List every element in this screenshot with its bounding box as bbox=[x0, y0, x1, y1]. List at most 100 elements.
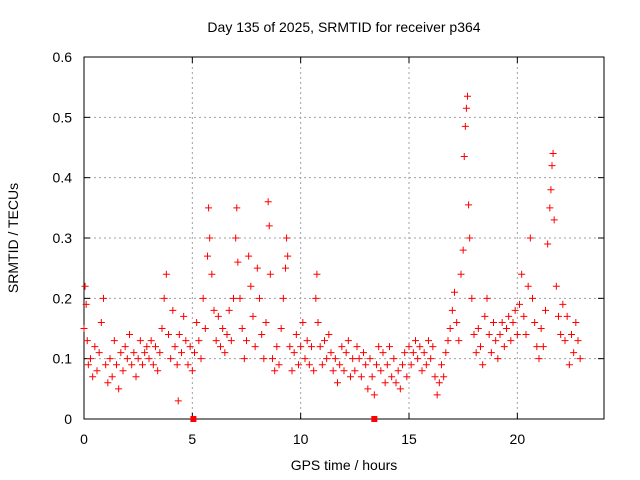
data-point bbox=[531, 318, 539, 326]
data-point bbox=[206, 234, 214, 242]
data-point bbox=[383, 361, 391, 369]
data-point bbox=[136, 337, 144, 345]
chart-title: Day 135 of 2025, SRMTID for receiver p36… bbox=[207, 19, 480, 35]
data-point bbox=[442, 349, 450, 357]
data-point bbox=[271, 367, 279, 375]
data-point bbox=[364, 385, 372, 393]
x-tick-label: 0 bbox=[80, 431, 88, 447]
data-point bbox=[576, 355, 584, 363]
data-point bbox=[470, 331, 478, 339]
y-tick-label: 0.4 bbox=[53, 170, 73, 186]
data-point bbox=[191, 349, 198, 357]
data-point bbox=[435, 379, 443, 387]
data-point bbox=[509, 318, 517, 326]
data-point bbox=[496, 331, 504, 339]
data-point bbox=[349, 355, 357, 363]
data-point bbox=[273, 343, 281, 351]
data-point bbox=[518, 270, 526, 278]
data-point bbox=[513, 331, 521, 339]
data-point bbox=[412, 337, 419, 345]
data-point bbox=[134, 355, 142, 363]
data-point bbox=[370, 391, 378, 399]
data-point bbox=[353, 343, 361, 351]
data-point bbox=[559, 300, 567, 308]
data-point bbox=[84, 361, 92, 369]
data-point bbox=[245, 252, 253, 260]
data-point bbox=[214, 312, 222, 320]
data-point bbox=[429, 343, 437, 351]
data-point bbox=[552, 282, 560, 290]
data-point bbox=[362, 361, 370, 369]
data-point bbox=[82, 300, 90, 308]
data-point bbox=[266, 270, 274, 278]
x-tick-label: 20 bbox=[510, 431, 526, 447]
data-point bbox=[308, 343, 315, 351]
y-tick-label: 0 bbox=[64, 411, 72, 427]
data-point bbox=[399, 361, 406, 369]
data-point bbox=[568, 331, 575, 339]
data-point bbox=[305, 361, 313, 369]
data-point bbox=[91, 343, 99, 351]
data-point bbox=[529, 294, 536, 302]
data-point bbox=[256, 294, 263, 302]
data-point bbox=[260, 355, 268, 363]
data-point bbox=[462, 104, 470, 112]
x-tick-label: 5 bbox=[188, 431, 196, 447]
data-point bbox=[171, 343, 179, 351]
data-point bbox=[511, 306, 519, 314]
data-point bbox=[325, 331, 333, 339]
data-point bbox=[145, 355, 153, 363]
data-point bbox=[143, 343, 151, 351]
data-point bbox=[313, 270, 321, 278]
data-point bbox=[557, 331, 565, 339]
data-point bbox=[420, 349, 428, 357]
plot-frame bbox=[83, 56, 605, 420]
data-point bbox=[233, 204, 241, 212]
data-point bbox=[498, 318, 506, 326]
data-point bbox=[381, 379, 389, 387]
data-point bbox=[199, 294, 207, 302]
data-point bbox=[314, 318, 322, 326]
data-point bbox=[221, 349, 229, 357]
data-point bbox=[453, 318, 461, 326]
data-point bbox=[414, 355, 422, 363]
data-point bbox=[379, 349, 387, 357]
data-point bbox=[544, 240, 552, 248]
data-point bbox=[431, 373, 439, 381]
data-point bbox=[492, 337, 500, 345]
data-point bbox=[340, 367, 348, 375]
data-point bbox=[477, 343, 484, 351]
data-point bbox=[115, 385, 123, 393]
data-point bbox=[195, 337, 203, 345]
data-point bbox=[526, 234, 534, 242]
data-point bbox=[279, 294, 287, 302]
data-point bbox=[243, 337, 250, 345]
data-point bbox=[193, 318, 201, 326]
data-point bbox=[570, 349, 578, 357]
data-point bbox=[197, 355, 205, 363]
data-point bbox=[201, 325, 209, 332]
data-point bbox=[351, 367, 359, 375]
data-point bbox=[106, 355, 114, 363]
data-point bbox=[162, 270, 170, 278]
data-point bbox=[102, 361, 110, 369]
data-point bbox=[283, 234, 291, 242]
data-point bbox=[355, 355, 363, 363]
data-point bbox=[396, 385, 404, 393]
data-point bbox=[401, 349, 409, 357]
data-point bbox=[451, 288, 458, 296]
data-point bbox=[542, 306, 549, 314]
data-point bbox=[262, 318, 270, 326]
data-point bbox=[128, 361, 136, 369]
data-point bbox=[321, 337, 328, 345]
data-point bbox=[368, 373, 376, 381]
data-point bbox=[418, 367, 426, 375]
data-point bbox=[535, 355, 543, 363]
data-point bbox=[342, 349, 350, 357]
data-point bbox=[334, 379, 341, 387]
data-point bbox=[485, 331, 493, 339]
data-point bbox=[264, 198, 272, 206]
data-point bbox=[240, 355, 248, 363]
data-point bbox=[446, 325, 454, 332]
data-point bbox=[295, 361, 302, 369]
